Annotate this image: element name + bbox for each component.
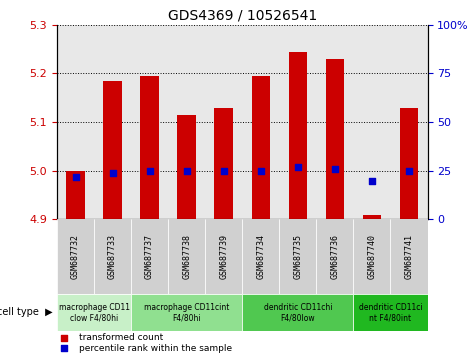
Bar — [289, 52, 307, 219]
Text: GSM687738: GSM687738 — [182, 234, 191, 279]
Bar — [353, 219, 390, 294]
Bar — [215, 108, 233, 219]
Text: cell type  ▶: cell type ▶ — [0, 307, 52, 318]
Text: GSM687733: GSM687733 — [108, 234, 117, 279]
Point — [405, 168, 413, 173]
Text: GSM687732: GSM687732 — [71, 234, 80, 279]
Point — [294, 164, 302, 170]
Text: dendritic CD11chi
F4/80low: dendritic CD11chi F4/80low — [264, 303, 332, 322]
Point — [257, 168, 265, 173]
Point — [72, 174, 79, 179]
Text: dendritic CD11ci
nt F4/80int: dendritic CD11ci nt F4/80int — [359, 303, 422, 322]
Bar — [141, 76, 159, 219]
Bar — [57, 294, 131, 331]
Point — [109, 170, 116, 176]
Bar — [252, 76, 270, 219]
Text: transformed count: transformed count — [79, 333, 163, 342]
Point — [146, 168, 153, 173]
Point — [183, 168, 190, 173]
Text: macrophage CD11
clow F4/80hi: macrophage CD11 clow F4/80hi — [58, 303, 130, 322]
Bar — [400, 108, 418, 219]
Bar — [104, 81, 122, 219]
Bar — [57, 219, 94, 294]
Text: GSM687734: GSM687734 — [256, 234, 265, 279]
Bar — [205, 219, 242, 294]
Text: GSM687740: GSM687740 — [368, 234, 376, 279]
Text: GSM687736: GSM687736 — [331, 234, 339, 279]
Bar — [326, 59, 344, 219]
Bar — [131, 219, 168, 294]
Bar — [242, 294, 353, 331]
Point — [61, 335, 68, 341]
Title: GDS4369 / 10526541: GDS4369 / 10526541 — [168, 8, 317, 22]
Bar — [94, 219, 131, 294]
Bar — [131, 294, 242, 331]
Bar — [279, 219, 316, 294]
Text: GSM687741: GSM687741 — [405, 234, 413, 279]
Bar — [353, 294, 428, 331]
Bar — [316, 219, 353, 294]
Bar — [178, 115, 196, 219]
Bar — [390, 219, 428, 294]
Bar — [242, 219, 279, 294]
Text: GSM687737: GSM687737 — [145, 234, 154, 279]
Text: GSM687735: GSM687735 — [294, 234, 302, 279]
Bar — [363, 215, 381, 219]
Text: macrophage CD11cint
F4/80hi: macrophage CD11cint F4/80hi — [144, 303, 229, 322]
Text: GSM687739: GSM687739 — [219, 234, 228, 279]
Bar — [168, 219, 205, 294]
Text: percentile rank within the sample: percentile rank within the sample — [79, 344, 232, 353]
Point — [331, 166, 339, 172]
Point — [368, 178, 376, 183]
Bar — [66, 171, 85, 219]
Point — [61, 346, 68, 351]
Point — [220, 168, 228, 173]
